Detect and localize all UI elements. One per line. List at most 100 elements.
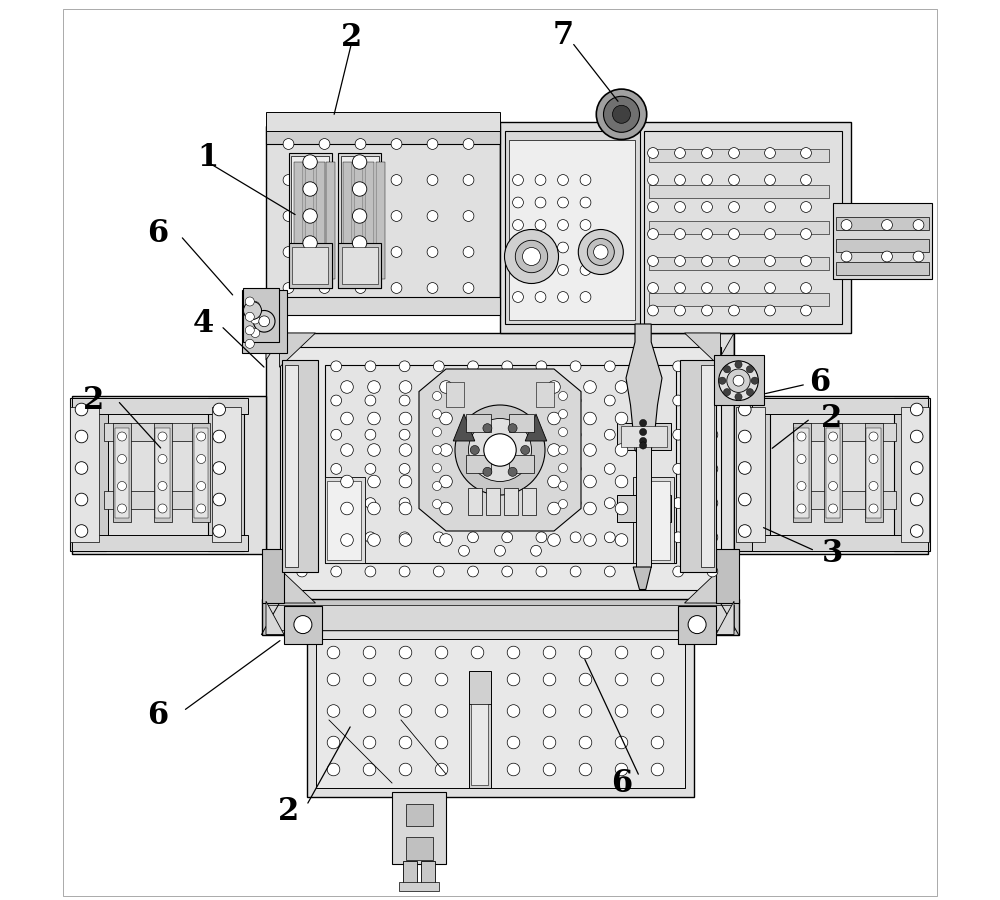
Circle shape	[702, 283, 712, 293]
Circle shape	[399, 502, 412, 515]
Bar	[466, 414, 491, 432]
Bar	[468, 670, 491, 788]
Circle shape	[399, 381, 412, 393]
Circle shape	[197, 454, 206, 464]
Circle shape	[327, 673, 340, 686]
Circle shape	[604, 532, 615, 543]
Circle shape	[213, 493, 226, 506]
Circle shape	[391, 211, 402, 221]
Circle shape	[303, 263, 317, 277]
Circle shape	[578, 230, 623, 274]
Circle shape	[505, 230, 558, 284]
Circle shape	[435, 705, 448, 717]
Bar	[316, 162, 325, 279]
Circle shape	[543, 673, 556, 686]
Circle shape	[841, 220, 852, 230]
Bar	[716, 549, 738, 603]
Circle shape	[244, 302, 262, 319]
Circle shape	[675, 175, 685, 185]
Bar	[243, 288, 279, 342]
Circle shape	[468, 566, 478, 577]
Circle shape	[707, 464, 718, 474]
Circle shape	[118, 482, 126, 490]
Circle shape	[615, 705, 628, 717]
Circle shape	[433, 429, 444, 440]
Circle shape	[399, 412, 412, 425]
Circle shape	[910, 403, 923, 416]
Bar	[306, 630, 694, 796]
Circle shape	[245, 326, 254, 335]
Circle shape	[399, 444, 412, 456]
Circle shape	[651, 646, 664, 659]
Circle shape	[507, 673, 520, 686]
Circle shape	[197, 482, 206, 490]
Circle shape	[352, 236, 367, 250]
Polygon shape	[525, 414, 547, 441]
Circle shape	[507, 736, 520, 749]
Bar	[836, 262, 929, 274]
Circle shape	[580, 242, 591, 253]
Circle shape	[399, 673, 412, 686]
Polygon shape	[633, 567, 651, 590]
Bar	[282, 360, 318, 572]
Circle shape	[570, 532, 581, 543]
Circle shape	[355, 283, 366, 293]
Circle shape	[580, 265, 591, 275]
Circle shape	[365, 566, 376, 577]
Circle shape	[399, 532, 410, 543]
Circle shape	[365, 395, 376, 406]
Circle shape	[197, 432, 206, 441]
Circle shape	[584, 475, 596, 488]
Circle shape	[75, 462, 88, 474]
Circle shape	[468, 498, 478, 508]
Circle shape	[303, 209, 317, 223]
Circle shape	[584, 412, 596, 425]
Bar	[406, 837, 432, 859]
Circle shape	[297, 464, 307, 474]
Polygon shape	[684, 333, 720, 367]
Circle shape	[675, 202, 685, 212]
Circle shape	[245, 339, 254, 348]
Circle shape	[580, 175, 591, 185]
Circle shape	[75, 403, 88, 416]
Circle shape	[651, 705, 664, 717]
Circle shape	[579, 763, 592, 776]
Circle shape	[75, 493, 88, 506]
Circle shape	[913, 251, 924, 262]
Bar	[617, 423, 671, 450]
Bar	[714, 356, 764, 405]
Circle shape	[319, 211, 330, 221]
Bar	[636, 446, 651, 567]
Circle shape	[536, 464, 547, 474]
Text: 1: 1	[197, 142, 218, 173]
Circle shape	[869, 432, 878, 441]
Circle shape	[570, 395, 581, 406]
Circle shape	[723, 389, 731, 396]
Bar	[826, 428, 840, 518]
Circle shape	[615, 763, 628, 776]
Bar	[342, 247, 378, 284]
Circle shape	[535, 242, 546, 253]
Circle shape	[259, 316, 270, 327]
Circle shape	[297, 361, 307, 372]
Circle shape	[615, 736, 628, 749]
Circle shape	[765, 175, 775, 185]
Bar	[266, 333, 734, 603]
Circle shape	[558, 410, 568, 418]
Circle shape	[352, 263, 367, 277]
Circle shape	[638, 444, 650, 456]
Circle shape	[548, 475, 560, 488]
Circle shape	[502, 361, 513, 372]
Circle shape	[432, 500, 442, 508]
Circle shape	[639, 464, 649, 474]
Circle shape	[797, 482, 806, 490]
Circle shape	[673, 395, 684, 406]
Text: 6: 6	[147, 219, 169, 249]
Circle shape	[513, 265, 523, 275]
Circle shape	[729, 229, 739, 239]
Bar	[288, 243, 332, 288]
Circle shape	[391, 139, 402, 149]
Bar	[72, 410, 108, 540]
Circle shape	[327, 736, 340, 749]
Circle shape	[913, 220, 924, 230]
